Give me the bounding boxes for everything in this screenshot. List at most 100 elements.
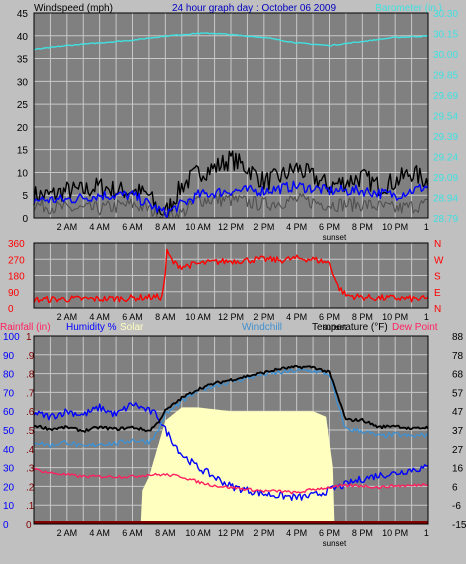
y-tick-label-inner: .8	[26, 370, 35, 381]
legend-solar: Solar	[120, 322, 144, 333]
x-tick-label: 2 AM	[57, 312, 78, 322]
y-tick-label-right: 30.30	[433, 9, 458, 20]
y-tick-label-left: 60	[3, 407, 15, 418]
y-tick-label-right: 30.15	[433, 30, 458, 41]
y-tick-label-right: 47	[452, 407, 464, 418]
x-tick-label: 4 PM	[286, 528, 307, 538]
y-tick-label-right: E	[434, 288, 441, 299]
y-tick-label-left: 20	[17, 123, 29, 134]
y-tick-label-right: W	[434, 255, 444, 266]
x-tick-label: 8 AM	[155, 312, 176, 322]
x-tick-label: 8 PM	[352, 312, 373, 322]
legend-rainfall: Rainfall (in)	[0, 322, 51, 333]
y-tick-label-inner: 0	[26, 520, 32, 531]
y-tick-label-right: 37	[452, 426, 464, 437]
y-tick-label-left: 80	[3, 370, 15, 381]
legend-windchill: Windchill	[242, 322, 282, 333]
y-tick-label-left: 40	[3, 445, 15, 456]
x-tick-label: 8 PM	[352, 222, 373, 232]
x-tick-label: 1	[424, 528, 429, 538]
y-tick-label-left: 360	[8, 239, 25, 250]
windspeed-axis-title: Windspeed (mph)	[34, 3, 113, 14]
panel-temperature: 0 10 20 30 40 50 60 70 80 90 100 0 .1 .2 .3 .4 .5 .6 .7 .8.…	[3, 332, 466, 548]
y-tick-label-left: 30	[17, 77, 29, 88]
x-tick-label: 2 AM	[57, 528, 78, 538]
y-tick-label-right: 29.54	[433, 112, 458, 123]
y-tick-label-right: N	[434, 304, 441, 315]
x-tick-label: 4 PM	[286, 312, 307, 322]
y-tick-label-left: 15	[17, 146, 29, 157]
x-tick-label: 4 AM	[89, 312, 110, 322]
x-tick-label: 6 PM	[319, 312, 340, 322]
y-tick-label-inner: .4	[26, 445, 35, 456]
y-tick-label-right: -15	[452, 520, 466, 531]
x-tick-label: 10 AM	[185, 222, 211, 232]
x-tick-label: 10 AM	[185, 528, 211, 538]
y-tick-label-left: 45	[17, 9, 29, 20]
x-tick-label: 12 PM	[218, 222, 244, 232]
y-tick-label-inner: .9	[26, 351, 35, 362]
x-tick-label: 6 PM	[319, 222, 340, 232]
y-tick-label-right: 78	[452, 351, 464, 362]
x-tick-label: 4 AM	[89, 528, 110, 538]
x-tick-label: 10 PM	[382, 312, 408, 322]
y-tick-label-left: 20	[3, 482, 15, 493]
y-tick-label-right: 28.94	[433, 194, 458, 205]
series-wind-direction	[33, 248, 429, 304]
y-tick-label-right: 29.09	[433, 173, 458, 184]
x-tick-label: 12 PM	[218, 528, 244, 538]
y-tick-label-right: -6	[452, 501, 461, 512]
x-tick-label: 6 AM	[122, 222, 143, 232]
y-tick-label-left: 5	[22, 191, 28, 202]
x-tick-label: 1	[424, 222, 429, 232]
y-tick-label-left: 25	[17, 100, 29, 111]
barometer-axis-title: Barometer (in.)	[375, 3, 442, 14]
x-tick-label: 8 AM	[155, 528, 176, 538]
y-tick-label-right: 68	[452, 370, 464, 381]
x-tick-label: 4 AM	[89, 222, 110, 232]
x-tick-label: 6 AM	[122, 528, 143, 538]
x-tick-label: 1	[424, 312, 429, 322]
series-temperature	[33, 364, 429, 433]
y-tick-label-left: 0	[22, 214, 28, 225]
y-tick-label-inner: .1	[26, 501, 35, 512]
y-tick-label-left: 35	[17, 55, 29, 66]
y-tick-label-inner: .6	[26, 407, 35, 418]
x-tick-label: 12 PM	[218, 312, 244, 322]
legend-humidity: Humidity %	[66, 322, 117, 333]
y-tick-label-left: 30	[3, 464, 15, 475]
sunset-label: sunset	[323, 233, 347, 242]
y-tick-label-left: 100	[3, 332, 20, 343]
x-tick-label: 8 PM	[352, 528, 373, 538]
x-tick-label: 2 AM	[57, 222, 78, 232]
y-tick-label-left: 180	[8, 272, 25, 283]
y-tick-label-left: 0	[8, 304, 14, 315]
sunset-label: sunset	[323, 323, 347, 332]
y-tick-label-inner: .2	[26, 482, 35, 493]
plot-frame-direction	[33, 242, 429, 309]
plot-frame-wind	[33, 12, 429, 219]
x-tick-label: 10 PM	[382, 222, 408, 232]
y-tick-label-right: 29.69	[433, 91, 458, 102]
y-tick-label-right: 29.39	[433, 132, 458, 143]
y-tick-label-right: 6	[452, 482, 458, 493]
x-tick-label: 2 PM	[253, 528, 274, 538]
y-tick-label-left: 0	[3, 520, 9, 531]
x-tick-label: 10 AM	[185, 312, 211, 322]
y-tick-label-right: 57	[452, 388, 464, 399]
y-tick-label-left: 40	[17, 32, 29, 43]
y-tick-label-right: 88	[452, 332, 464, 343]
series-barometer	[33, 32, 429, 51]
x-tick-label: 2 PM	[253, 222, 274, 232]
y-tick-label-inner: 1	[26, 332, 32, 343]
y-tick-label-inner: .5	[26, 426, 35, 437]
x-tick-label: 2 PM	[253, 312, 274, 322]
y-tick-label-right: 27	[452, 445, 464, 456]
y-tick-label-right: 29.85	[433, 71, 458, 82]
x-tick-label: 6 AM	[122, 312, 143, 322]
series-gust	[33, 192, 429, 219]
panel-wind: 0 5 10 15 20 25 30 35 40 45 28.79 28.94 29.09 29.24 29…	[17, 9, 459, 242]
series-humidity	[33, 402, 429, 501]
